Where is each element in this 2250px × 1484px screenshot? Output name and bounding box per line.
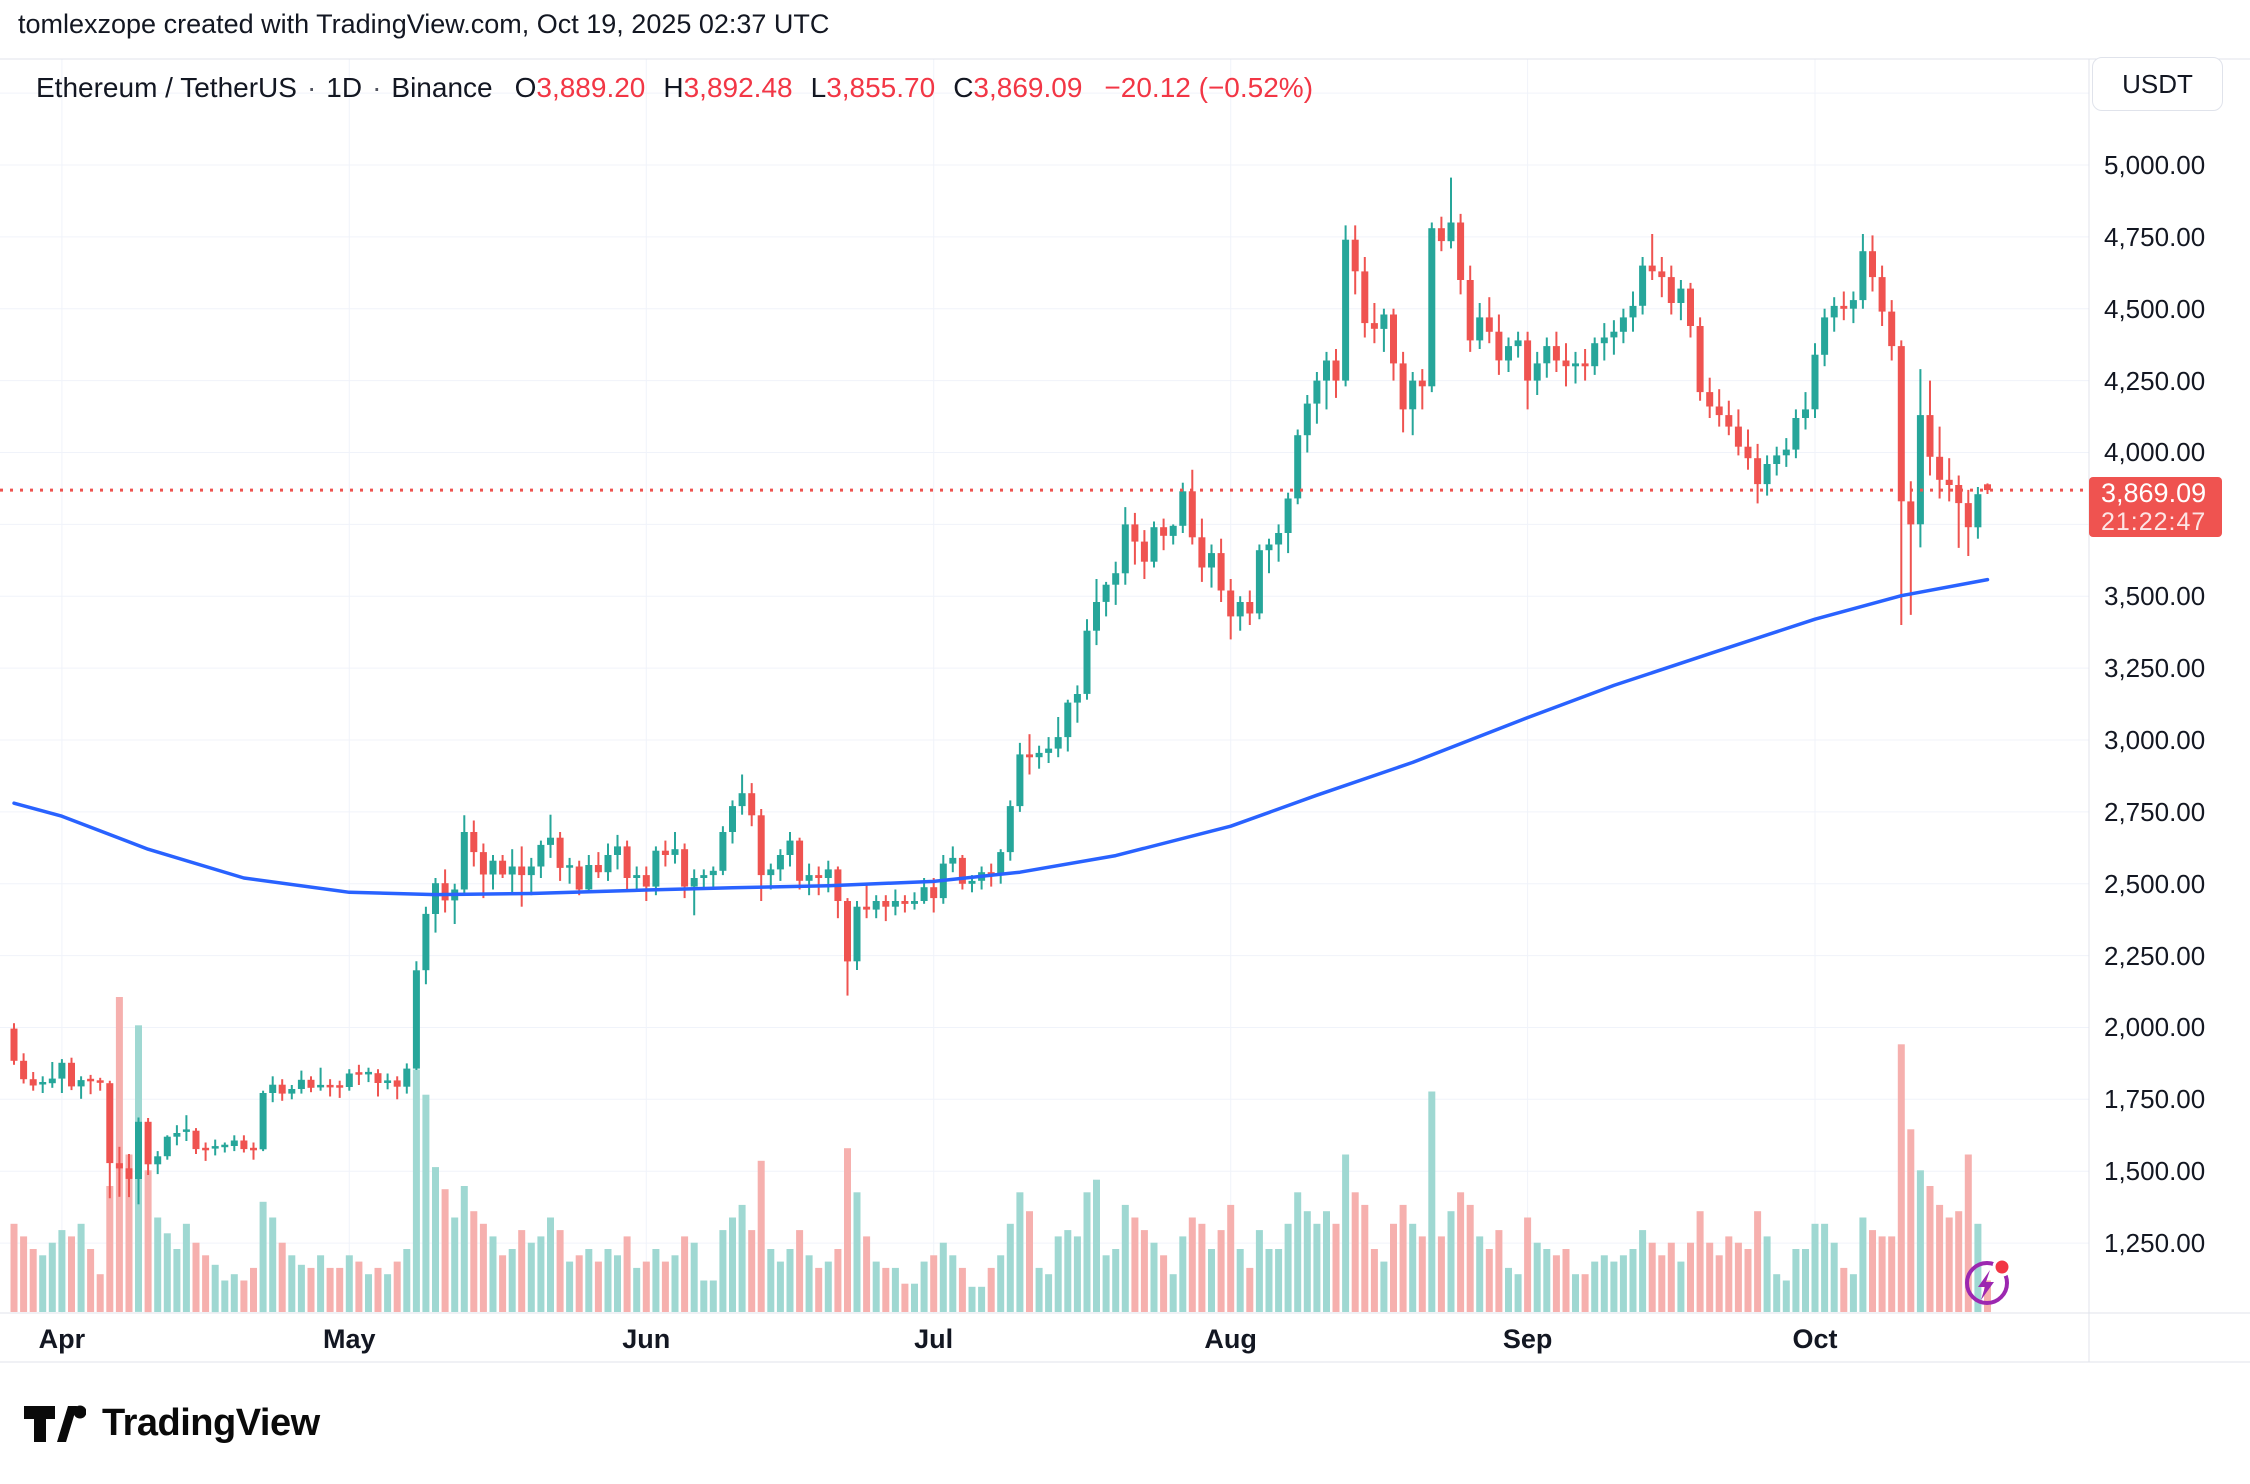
- bar-countdown: 21:22:47: [2101, 508, 2207, 536]
- price-axis-label: 1,250.00: [2104, 1228, 2206, 1259]
- price-axis-label: 2,000.00: [2104, 1012, 2206, 1043]
- time-axis-label: Apr: [38, 1324, 86, 1354]
- price-axis-label: 2,500.00: [2104, 868, 2206, 899]
- tradingview-logo-icon: [24, 1405, 86, 1442]
- price-axis-label: 3,000.00: [2104, 724, 2206, 755]
- last-price-badge: 3,869.09 21:22:47: [2089, 477, 2222, 537]
- time-axis[interactable]: Apr May Jun Jul Aug Sep Oct: [0, 1314, 2089, 1362]
- high-value: 3,892.48: [683, 72, 793, 103]
- last-price-value: 3,869.09: [2101, 478, 2207, 508]
- price-axis-label: 4,750.00: [2104, 221, 2206, 252]
- flash-lightning-icon: [1965, 1257, 2012, 1305]
- pane-borders: [0, 58, 2250, 1363]
- price-axis-label: 2,750.00: [2104, 796, 2206, 827]
- ma-line: [12, 577, 1990, 897]
- exchange-label: Binance: [391, 72, 493, 103]
- volume-layer: [10, 997, 1991, 1313]
- time-axis-label: May: [323, 1324, 376, 1354]
- price-axis-label: 3,500.00: [2104, 581, 2206, 612]
- open-value: 3,889.20: [536, 72, 646, 103]
- open-label: O: [514, 72, 537, 103]
- attribution-text: tomlexzope created with TradingView.com,…: [18, 9, 830, 39]
- grid-layer: [0, 59, 2089, 1313]
- currency-toggle-button[interactable]: USDT: [2092, 57, 2223, 111]
- legend-separator: ·: [372, 72, 382, 103]
- symbol-title[interactable]: Ethereum / TetherUS: [36, 72, 297, 103]
- price-axis-label: 4,500.00: [2104, 293, 2206, 324]
- low-label: L: [810, 72, 827, 103]
- price-axis-label: 4,000.00: [2104, 437, 2206, 468]
- flash-button[interactable]: [1959, 1254, 2017, 1312]
- chart-legend: Ethereum / TetherUS · 1D · Binance O 3,88…: [36, 72, 1313, 104]
- tradingview-logo[interactable]: TradingView: [24, 1402, 320, 1445]
- time-axis-label: Oct: [1792, 1324, 1838, 1354]
- ohlc-values: O 3,889.20 H 3,892.48 L 3,855.70 C 3,869.09 …: [515, 72, 1313, 104]
- close-label: C: [953, 72, 974, 103]
- change-value: −20.12 (−0.52%): [1104, 72, 1314, 103]
- price-axis-label: 3,250.00: [2104, 653, 2206, 684]
- time-axis-label: Aug: [1204, 1324, 1257, 1354]
- high-label: H: [663, 72, 684, 103]
- price-axis-label: 1,500.00: [2104, 1156, 2206, 1187]
- legend-separator: ·: [306, 72, 317, 103]
- time-axis-label: Sep: [1502, 1324, 1553, 1354]
- time-axis-label: Jul: [914, 1324, 954, 1354]
- interval-label[interactable]: 1D: [326, 72, 363, 103]
- price-axis-label: 1,750.00: [2104, 1084, 2206, 1115]
- price-axis[interactable]: 5,000.00 4,750.00 4,500.00 4,250.00 4,000.00…: [2089, 59, 2250, 1362]
- price-axis-label: 4,250.00: [2104, 365, 2206, 396]
- close-value: 3,869.09: [973, 72, 1083, 103]
- tradingview-logo-text: TradingView: [102, 1402, 320, 1444]
- low-value: 3,855.70: [826, 72, 936, 103]
- candles-layer: [10, 177, 1991, 1205]
- time-axis-label: Jun: [622, 1324, 671, 1354]
- price-axis-label: 2,250.00: [2104, 940, 2206, 971]
- price-axis-label: 5,000.00: [2104, 150, 2206, 180]
